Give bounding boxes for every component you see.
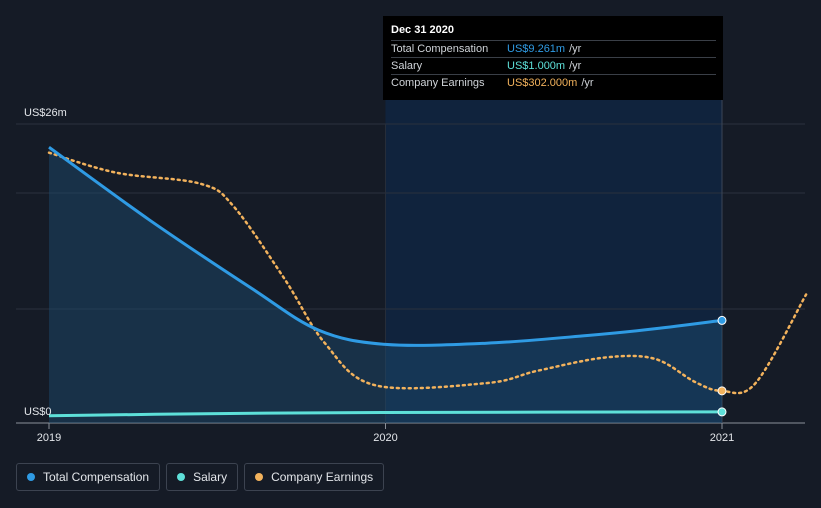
tooltip-label: Total Compensation [391,43,489,55]
grid-lines [16,123,805,424]
legend-dot-icon [255,473,264,481]
legend-item-company-earnings[interactable]: Company Earnings [244,463,385,491]
salary-line [48,410,723,418]
company-earnings-marker [717,386,727,396]
tooltip: Dec 31 2020 Total Compensation US$9.261m… [383,16,723,100]
tooltip-value: US$1.000m [507,60,566,72]
legend-item-salary[interactable]: Salary [166,463,239,491]
salary-marker [717,407,727,417]
legend: Total Compensation Salary Company Earnin… [16,463,385,491]
x-tick-label: 2019 [37,432,61,444]
company-earnings-line [47,151,808,395]
legend-label: Company Earnings [271,470,374,484]
y-tick-label-bottom: US$0 [24,406,52,418]
tooltip-row-company-earnings: Company Earnings US$302.000m /yr [391,74,716,91]
y-tick-label-top: US$26m [24,107,67,119]
tooltip-value: US$9.261m [507,43,566,55]
tooltip-date: Dec 31 2020 [391,24,454,36]
total-compensation-marker [717,315,727,325]
x-tick-label: 2020 [373,432,397,444]
tooltip-label: Company Earnings [391,77,485,89]
tooltip-unit: /yr [569,43,582,55]
highlight-band [385,100,722,423]
legend-label: Salary [193,470,228,484]
legend-dot-icon [177,473,186,481]
legend-dot-icon [27,473,35,481]
tooltip-row-salary: Salary US$1.000m /yr [391,57,716,74]
x-tick-label: 2021 [710,432,734,444]
legend-label: Total Compensation [43,470,150,484]
tooltip-row-total-compensation: Total Compensation US$9.261m /yr [391,40,716,57]
total-compensation-line [48,145,723,347]
total-compensation-area [49,147,722,423]
legend-item-total-compensation[interactable]: Total Compensation [16,463,161,491]
tooltip-value: US$302.000m [507,77,578,89]
tooltip-unit: /yr [569,60,582,72]
tooltip-label: Salary [391,60,423,72]
tooltip-unit: /yr [581,77,594,89]
